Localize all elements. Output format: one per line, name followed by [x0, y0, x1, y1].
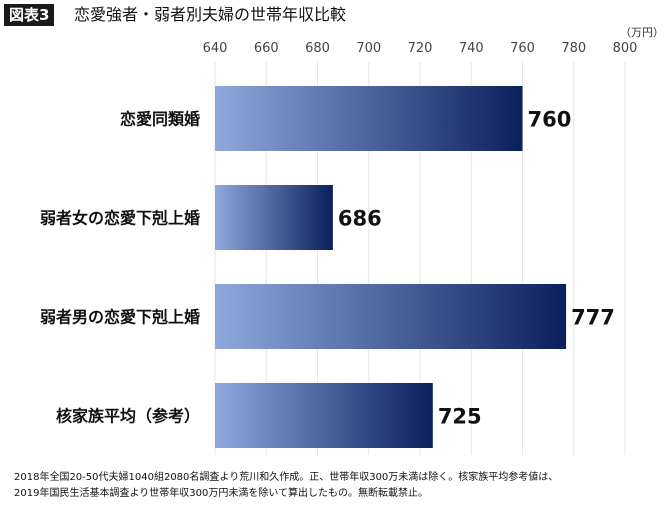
data-label: 725 — [438, 405, 482, 429]
x-tick-label: 660 — [254, 41, 279, 56]
x-tick-label: 760 — [510, 41, 535, 56]
chart-title: 恋愛強者・弱者別夫婦の世帯年収比較 — [74, 5, 347, 24]
x-tick-label: 700 — [356, 41, 381, 56]
x-tick-label: 780 — [561, 41, 586, 56]
footnote: 2018年全国20-50代夫婦1040組2080名調査より荒川和久作成。正、世帯… — [14, 470, 664, 502]
x-tick-label: 800 — [613, 41, 638, 56]
bar-chart: 640 660 680 700 720 740 760 780 800 恋愛同類婚弱者女の恋愛下… — [40, 41, 638, 455]
data-label: 777 — [571, 306, 615, 330]
category-label: 核家族平均（参考） — [56, 407, 200, 426]
figure-badge: 図表3 — [4, 4, 55, 26]
bar — [215, 284, 567, 349]
data-label: 760 — [528, 108, 572, 132]
unit-label: （万円） — [620, 26, 664, 39]
category-label: 弱者男の恋愛下剋上婚 — [40, 308, 200, 327]
data-label: 686 — [338, 207, 382, 231]
x-tick-label: 720 — [408, 41, 433, 56]
x-tick-label: 680 — [305, 41, 330, 56]
footnote-line: 2018年全国20-50代夫婦1040組2080名調査より荒川和久作成。正、世帯… — [14, 472, 559, 483]
bar — [215, 383, 433, 448]
x-tick-label: 640 — [203, 41, 228, 56]
x-tick-label: 740 — [459, 41, 484, 56]
figure-header: 図表3 恋愛強者・弱者別夫婦の世帯年収比較 — [0, 0, 670, 30]
bar — [215, 86, 523, 151]
bar — [215, 185, 333, 250]
footnote-line: 2019年国民生活基本調査より世帯年収300万円未満を除いて算出したもの。無断転… — [14, 488, 429, 499]
category-label: 弱者女の恋愛下剋上婚 — [40, 209, 200, 228]
category-label: 恋愛同類婚 — [120, 110, 200, 129]
